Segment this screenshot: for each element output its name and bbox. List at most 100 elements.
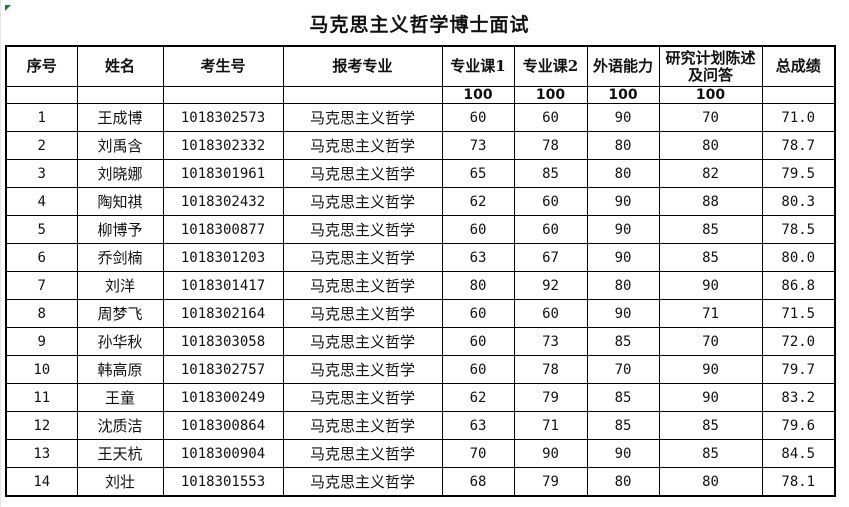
table-cell[interactable]: 1018300864	[162, 411, 284, 440]
table-cell[interactable]: 1018302573	[162, 103, 284, 132]
table-cell[interactable]: 1018301417	[162, 271, 284, 300]
table-cell[interactable]: 80	[658, 467, 763, 497]
table-cell[interactable]: 马克思主义哲学	[282, 271, 443, 300]
table-cell[interactable]: 85	[513, 159, 588, 188]
table-cell[interactable]: 62	[441, 383, 515, 412]
table-cell[interactable]: 60	[441, 299, 515, 328]
table-cell[interactable]: 73	[441, 131, 515, 160]
table-cell[interactable]: 92	[513, 271, 588, 300]
table-cell[interactable]: 60	[441, 103, 515, 132]
table-cell[interactable]: 90	[586, 439, 660, 468]
table-cell[interactable]: 13	[5, 439, 78, 468]
table-cell[interactable]: 10	[5, 355, 78, 384]
table-cell[interactable]: 85	[658, 215, 763, 244]
table-cell[interactable]: 85	[658, 439, 763, 468]
table-cell[interactable]: 90	[586, 299, 660, 328]
column-header[interactable]: 专业课1	[441, 45, 515, 87]
table-cell[interactable]: 5	[5, 215, 78, 244]
column-header[interactable]: 序号	[5, 45, 78, 87]
table-cell[interactable]: 韩高原	[76, 355, 164, 384]
table-cell[interactable]: 71.0	[761, 103, 836, 132]
table-cell[interactable]: 73	[513, 327, 588, 356]
table-cell[interactable]: 71	[658, 299, 763, 328]
table-cell[interactable]: 1018301203	[162, 243, 284, 272]
table-cell[interactable]: 71.5	[761, 299, 836, 328]
table-cell[interactable]: 60	[513, 187, 588, 216]
table-cell[interactable]: 马克思主义哲学	[282, 327, 443, 356]
column-header[interactable]: 研究计划陈述及问答	[658, 45, 763, 87]
table-cell[interactable]: 78	[513, 355, 588, 384]
table-cell[interactable]: 马克思主义哲学	[282, 299, 443, 328]
table-cell[interactable]: 1018300904	[162, 439, 284, 468]
table-cell[interactable]: 14	[5, 467, 78, 497]
table-cell[interactable]: 孙华秋	[76, 327, 164, 356]
table-cell[interactable]: 1018302757	[162, 355, 284, 384]
table-cell[interactable]: 1018300877	[162, 215, 284, 244]
table-cell[interactable]: 1018303058	[162, 327, 284, 356]
table-cell[interactable]: 90	[658, 355, 763, 384]
table-cell[interactable]: 60	[441, 355, 515, 384]
table-cell[interactable]: 马克思主义哲学	[282, 215, 443, 244]
table-cell[interactable]: 85	[658, 243, 763, 272]
table-cell[interactable]: 马克思主义哲学	[282, 243, 443, 272]
max-score-cell[interactable]	[5, 86, 78, 104]
table-cell[interactable]: 马克思主义哲学	[282, 383, 443, 412]
table-cell[interactable]: 乔剑楠	[76, 243, 164, 272]
table-cell[interactable]: 90	[586, 187, 660, 216]
table-cell[interactable]: 刘禹含	[76, 131, 164, 160]
table-cell[interactable]: 78	[513, 131, 588, 160]
column-header[interactable]: 专业课2	[513, 45, 588, 87]
table-cell[interactable]: 1018301961	[162, 159, 284, 188]
table-cell[interactable]: 8	[5, 299, 78, 328]
table-cell[interactable]: 80.0	[761, 243, 836, 272]
max-score-cell[interactable]	[761, 86, 836, 104]
table-cell[interactable]: 65	[441, 159, 515, 188]
table-cell[interactable]: 60	[441, 215, 515, 244]
table-cell[interactable]: 70	[586, 355, 660, 384]
table-cell[interactable]: 90	[586, 243, 660, 272]
table-cell[interactable]: 马克思主义哲学	[282, 411, 443, 440]
table-cell[interactable]: 2	[5, 131, 78, 160]
max-score-cell[interactable]: 100	[586, 86, 660, 104]
table-cell[interactable]: 79.6	[761, 411, 836, 440]
sheet-title[interactable]: 马克思主义哲学博士面试	[309, 14, 530, 36]
table-cell[interactable]: 3	[5, 159, 78, 188]
table-cell[interactable]: 90	[658, 271, 763, 300]
table-cell[interactable]: 11	[5, 383, 78, 412]
table-cell[interactable]: 79	[513, 467, 588, 497]
table-cell[interactable]: 4	[5, 187, 78, 216]
table-cell[interactable]: 刘壮	[76, 467, 164, 497]
table-cell[interactable]: 80	[586, 159, 660, 188]
table-cell[interactable]: 60	[513, 215, 588, 244]
table-cell[interactable]: 72.0	[761, 327, 836, 356]
table-cell[interactable]: 刘洋	[76, 271, 164, 300]
table-cell[interactable]: 85	[586, 383, 660, 412]
table-cell[interactable]: 85	[586, 327, 660, 356]
table-cell[interactable]: 周梦飞	[76, 299, 164, 328]
table-cell[interactable]: 80	[441, 271, 515, 300]
table-cell[interactable]: 80	[658, 131, 763, 160]
column-header[interactable]: 考生号	[162, 45, 284, 87]
table-cell[interactable]: 80	[586, 467, 660, 497]
table-cell[interactable]: 63	[441, 243, 515, 272]
table-cell[interactable]: 马克思主义哲学	[282, 355, 443, 384]
table-cell[interactable]: 1018301553	[162, 467, 284, 497]
table-cell[interactable]: 马克思主义哲学	[282, 439, 443, 468]
table-cell[interactable]: 1018302164	[162, 299, 284, 328]
table-cell[interactable]: 79.7	[761, 355, 836, 384]
table-cell[interactable]: 84.5	[761, 439, 836, 468]
table-cell[interactable]: 马克思主义哲学	[282, 103, 443, 132]
table-cell[interactable]: 60	[513, 103, 588, 132]
table-cell[interactable]: 80.3	[761, 187, 836, 216]
table-cell[interactable]: 70	[658, 327, 763, 356]
table-cell[interactable]: 90	[658, 383, 763, 412]
table-cell[interactable]: 陶知祺	[76, 187, 164, 216]
table-cell[interactable]: 80	[586, 271, 660, 300]
table-cell[interactable]: 80	[586, 131, 660, 160]
table-cell[interactable]: 67	[513, 243, 588, 272]
table-cell[interactable]: 85	[658, 411, 763, 440]
table-cell[interactable]: 90	[586, 215, 660, 244]
max-score-cell[interactable]: 100	[513, 86, 588, 104]
column-header[interactable]: 报考专业	[282, 45, 443, 87]
table-cell[interactable]: 82	[658, 159, 763, 188]
